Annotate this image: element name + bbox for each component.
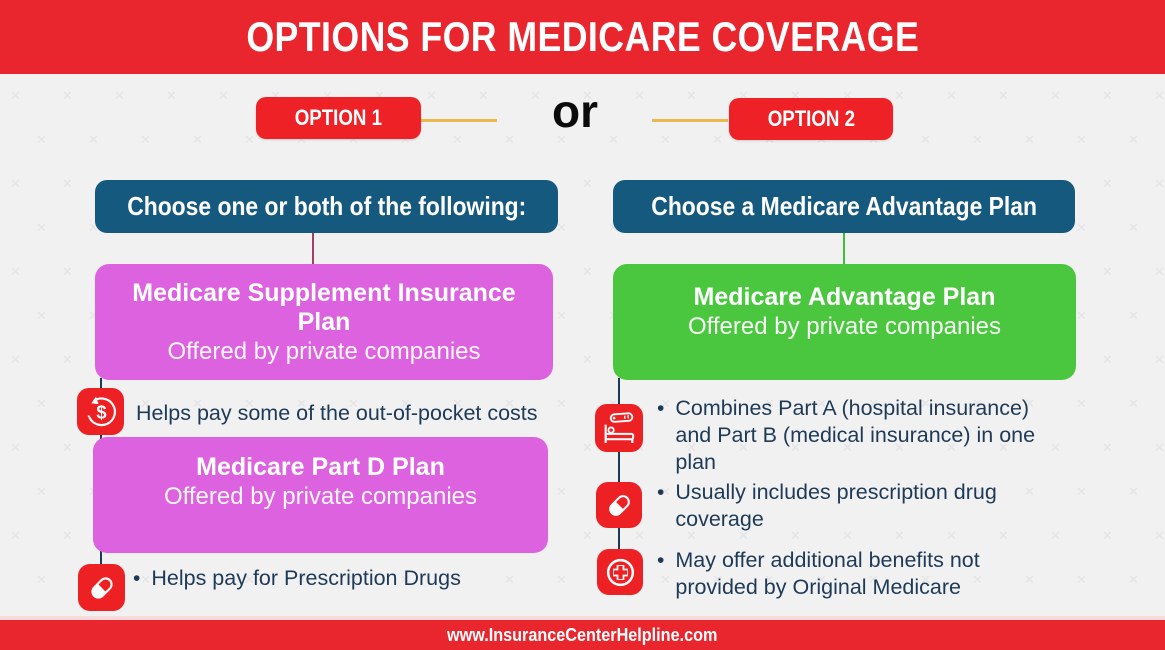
right-column-header-label: Choose a Medicare Advantage Plan [651,191,1037,221]
bullet-dot: • [133,567,141,590]
footer-accent-stripe [0,616,1165,620]
advantage-bullet-text: Combines Part A (hospital insurance) and… [675,396,1036,474]
svg-text:$: $ [96,401,106,422]
advantage-bullet-text: May offer additional benefits not provid… [675,548,980,599]
bullet-dot: • [657,549,665,572]
right-header-connector [843,233,845,265]
top-banner: OPTIONS FOR MEDICARE COVERAGE [0,0,1165,74]
advantage-bullet-row: • May offer additional benefits not prov… [657,547,1025,601]
advantage-bullet-row: • Usually includes prescription drug cov… [657,479,1025,533]
partd-plan-title: Medicare Part D Plan [196,453,445,481]
bullet-dot: • [657,481,665,504]
option-2-badge: OPTION 2 [729,98,893,140]
medical-plus-icon [597,549,643,595]
footer-banner: www.InsuranceCenterHelpline.com [0,620,1165,650]
left-column-header: Choose one or both of the following: [95,180,558,233]
hospital-bed-icon [595,404,643,452]
bullet-dot: • [657,397,665,420]
partd-note-row: • Helps pay for Prescription Drugs [133,565,461,592]
advantage-bullet-text: Usually includes prescription drug cover… [675,480,997,531]
left-header-connector [312,233,314,265]
footer-website: www.InsuranceCenterHelpline.com [447,624,718,645]
connector-line-left [421,119,497,122]
supplement-plan-box: Medicare Supplement Insurance Plan Offer… [95,264,553,380]
or-text: or [552,85,598,137]
right-column-header: Choose a Medicare Advantage Plan [613,180,1075,233]
partd-plan-subtitle: Offered by private companies [163,483,478,510]
option-1-label: OPTION 1 [294,105,383,130]
pill-icon [596,482,642,528]
supplement-plan-title: Medicare Supplement Insurance Plan [132,278,516,336]
advantage-plan-subtitle: Offered by private companies [687,313,1002,340]
option-1-badge: OPTION 1 [256,97,421,139]
advantage-plan-box: Medicare Advantage Plan Offered by priva… [613,264,1076,380]
page-title: OPTIONS FOR MEDICARE COVERAGE [246,13,919,60]
option-2-label: OPTION 2 [767,106,855,131]
pill-icon [78,564,125,611]
left-column-header-label: Choose one or both of the following: [126,191,527,221]
money-back-icon: $ [77,388,124,435]
supplement-plan-subtitle: Offered by private companies [167,337,481,365]
advantage-bullet-row: • Combines Part A (hospital insurance) a… [657,395,1067,476]
partd-plan-box: Medicare Part D Plan Offered by private … [93,437,548,553]
right-icon-spine [618,378,620,574]
connector-line-right [652,119,728,122]
partd-note: Helps pay for Prescription Drugs [151,566,461,590]
advantage-plan-title: Medicare Advantage Plan [693,283,996,311]
supplement-note: Helps pay some of the out-of-pocket cost… [136,401,538,425]
